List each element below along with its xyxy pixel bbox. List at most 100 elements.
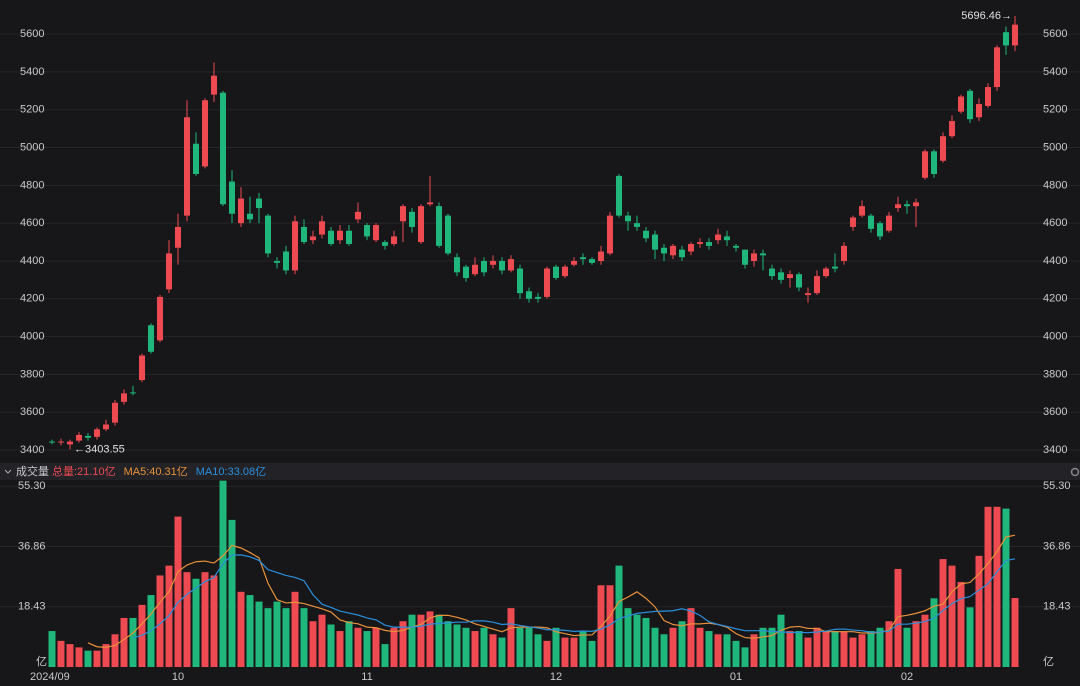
- candle-body: [184, 117, 190, 216]
- volume-bar: [1002, 508, 1010, 667]
- volume-bar: [831, 631, 839, 667]
- candle-body: [499, 260, 505, 271]
- volume-bar: [651, 627, 659, 667]
- y2-tick-label: 4200: [1043, 293, 1067, 305]
- candle-body: [364, 225, 370, 237]
- candle-body: [949, 121, 955, 137]
- volume-bar: [291, 591, 299, 667]
- volume-bar: [237, 591, 245, 667]
- candle-body: [733, 245, 739, 248]
- volume-bar: [66, 644, 74, 667]
- candle-body: [832, 266, 838, 269]
- candle-body: [850, 217, 856, 227]
- x-tick-label: 01: [730, 671, 742, 683]
- y-tick-label: 5200: [20, 104, 44, 116]
- candle-body: [400, 206, 406, 222]
- volume-bar: [525, 627, 533, 667]
- volume-bar: [723, 634, 731, 667]
- volume-bar: [444, 621, 452, 667]
- candle-body: [265, 215, 271, 254]
- volume-bar: [795, 631, 803, 667]
- candle-body: [409, 211, 415, 227]
- collapse-icon[interactable]: [4, 469, 12, 474]
- volume-bar: [696, 627, 704, 667]
- x-tick-label: 12: [550, 671, 562, 683]
- volume-bar: [309, 621, 317, 667]
- candle-body: [886, 215, 892, 231]
- volume-bar: [201, 572, 209, 667]
- candle-body: [994, 47, 1000, 88]
- volume-bar: [939, 559, 947, 667]
- volume-tick-label: 18.43: [1043, 601, 1071, 613]
- candle-body: [724, 236, 730, 241]
- candle-body: [1003, 32, 1009, 46]
- volume-bar: [777, 614, 785, 667]
- candle-body: [841, 245, 847, 261]
- candle-body: [715, 234, 721, 241]
- volume-bar: [363, 631, 371, 667]
- candle-body: [769, 268, 775, 277]
- candle-body: [49, 441, 55, 443]
- candle-body: [625, 215, 631, 222]
- volume-bar: [921, 614, 929, 667]
- volume-bar: [174, 516, 182, 667]
- volume-bar: [957, 581, 965, 667]
- volume-bar: [408, 614, 416, 667]
- candle-body: [391, 236, 397, 244]
- candle-body: [355, 211, 361, 220]
- candle-body: [238, 198, 244, 224]
- candle-body: [877, 223, 883, 237]
- candle-body: [652, 234, 658, 250]
- volume-bar: [750, 634, 758, 667]
- candle-body: [562, 266, 568, 277]
- volume-bar: [840, 631, 848, 667]
- candle-body: [661, 247, 667, 254]
- candle-body: [283, 251, 289, 271]
- candle-body: [274, 260, 280, 263]
- candle-body: [814, 276, 820, 294]
- volume-bar: [480, 627, 488, 667]
- candle-body: [76, 434, 82, 441]
- candle-body: [976, 104, 982, 118]
- candle-body: [967, 90, 973, 120]
- volume-bar: [183, 572, 191, 667]
- volume-bar: [768, 627, 776, 667]
- volume-bar: [192, 578, 200, 667]
- volume-tick-label: 36.86: [1043, 540, 1071, 552]
- candle-body: [175, 226, 181, 248]
- volume-bar: [1011, 598, 1019, 667]
- candle-body: [553, 266, 559, 278]
- ma-line: [132, 554, 1016, 639]
- volume-bar: [399, 621, 407, 667]
- volume-bar: [615, 565, 623, 667]
- candle-body: [859, 206, 865, 216]
- settings-icon[interactable]: [1070, 467, 1080, 477]
- candle-body: [445, 215, 451, 254]
- volume-bar: [318, 614, 326, 667]
- candle-body: [598, 251, 604, 261]
- volume-bar: [741, 647, 749, 667]
- candle-body: [220, 92, 226, 205]
- y-tick-label: 4000: [20, 331, 44, 343]
- volume-bar: [102, 644, 110, 667]
- volume-bar: [84, 650, 92, 667]
- volume-bar: [885, 621, 893, 667]
- volume-bar: [381, 644, 389, 667]
- volume-bar: [975, 555, 983, 667]
- volume-bar: [543, 640, 551, 667]
- candle-body: [787, 274, 793, 278]
- volume-bar: [498, 637, 506, 667]
- volume-bar: [687, 608, 695, 667]
- volume-bar: [453, 624, 461, 667]
- candle-body: [148, 325, 154, 352]
- volume-bar: [93, 650, 101, 667]
- volume-bar: [246, 595, 254, 667]
- candle-body: [904, 204, 910, 207]
- volume-bar: [858, 634, 866, 667]
- volume-bar: [759, 627, 767, 667]
- candle-body: [202, 100, 208, 167]
- volume-bar: [606, 585, 614, 667]
- price-annotation: ←3403.55: [74, 443, 125, 455]
- volume-bar: [129, 617, 137, 667]
